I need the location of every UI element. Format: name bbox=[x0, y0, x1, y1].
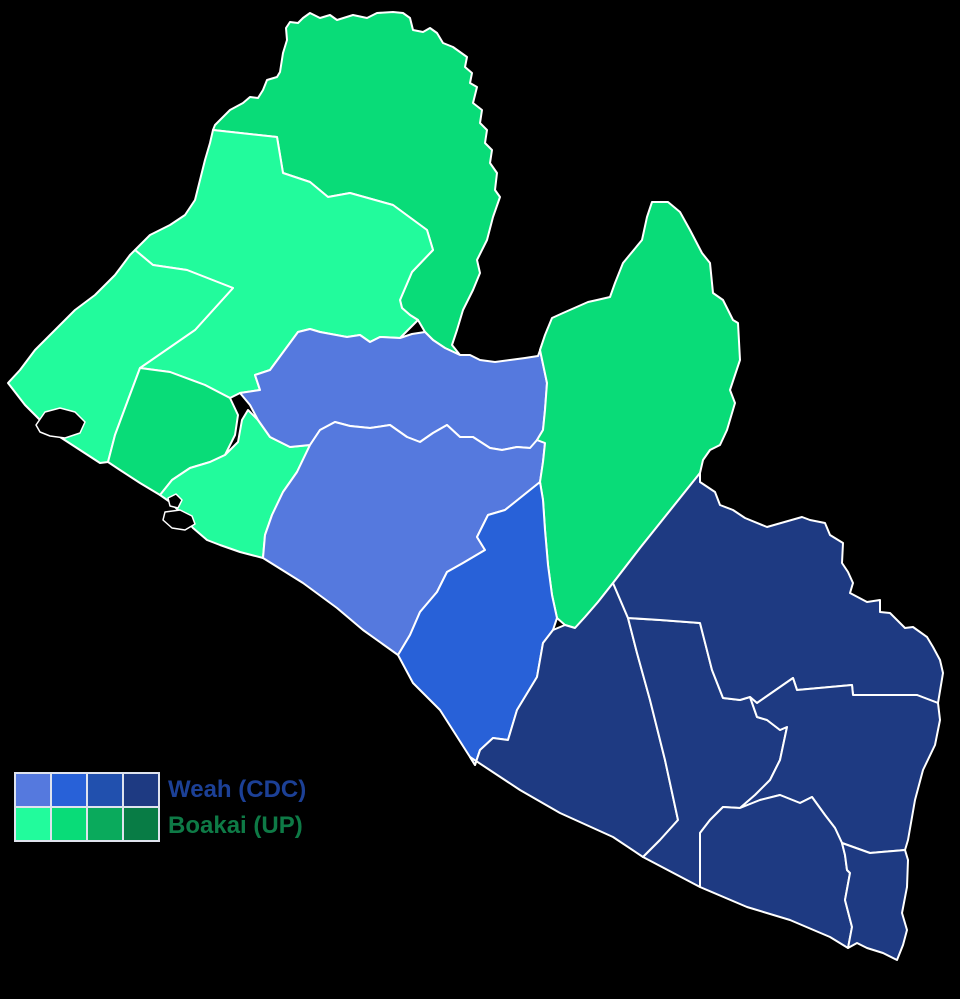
boakai-swatch-4 bbox=[124, 808, 158, 840]
lake-piso bbox=[35, 407, 86, 439]
legend-swatch-grid bbox=[14, 772, 160, 842]
boakai-swatch-1 bbox=[16, 808, 50, 840]
legend: Weah (CDC) Boakai (UP) bbox=[14, 772, 306, 842]
county-grand-gedeh bbox=[612, 472, 944, 704]
weah-swatch-4 bbox=[124, 774, 158, 806]
mesurado-lagoon-small bbox=[167, 493, 183, 509]
legend-row-weah bbox=[16, 774, 158, 806]
county-maryland bbox=[841, 842, 909, 961]
mesurado-lagoon-large bbox=[162, 509, 196, 531]
weah-swatch-1 bbox=[16, 774, 50, 806]
weah-swatch-2 bbox=[52, 774, 86, 806]
boakai-swatch-3 bbox=[88, 808, 122, 840]
weah-swatch-3 bbox=[88, 774, 122, 806]
legend-label-boakai: Boakai (UP) bbox=[168, 812, 303, 839]
legend-label-weah: Weah (CDC) bbox=[168, 776, 307, 803]
legend-row-boakai bbox=[16, 808, 158, 840]
boakai-swatch-2 bbox=[52, 808, 86, 840]
